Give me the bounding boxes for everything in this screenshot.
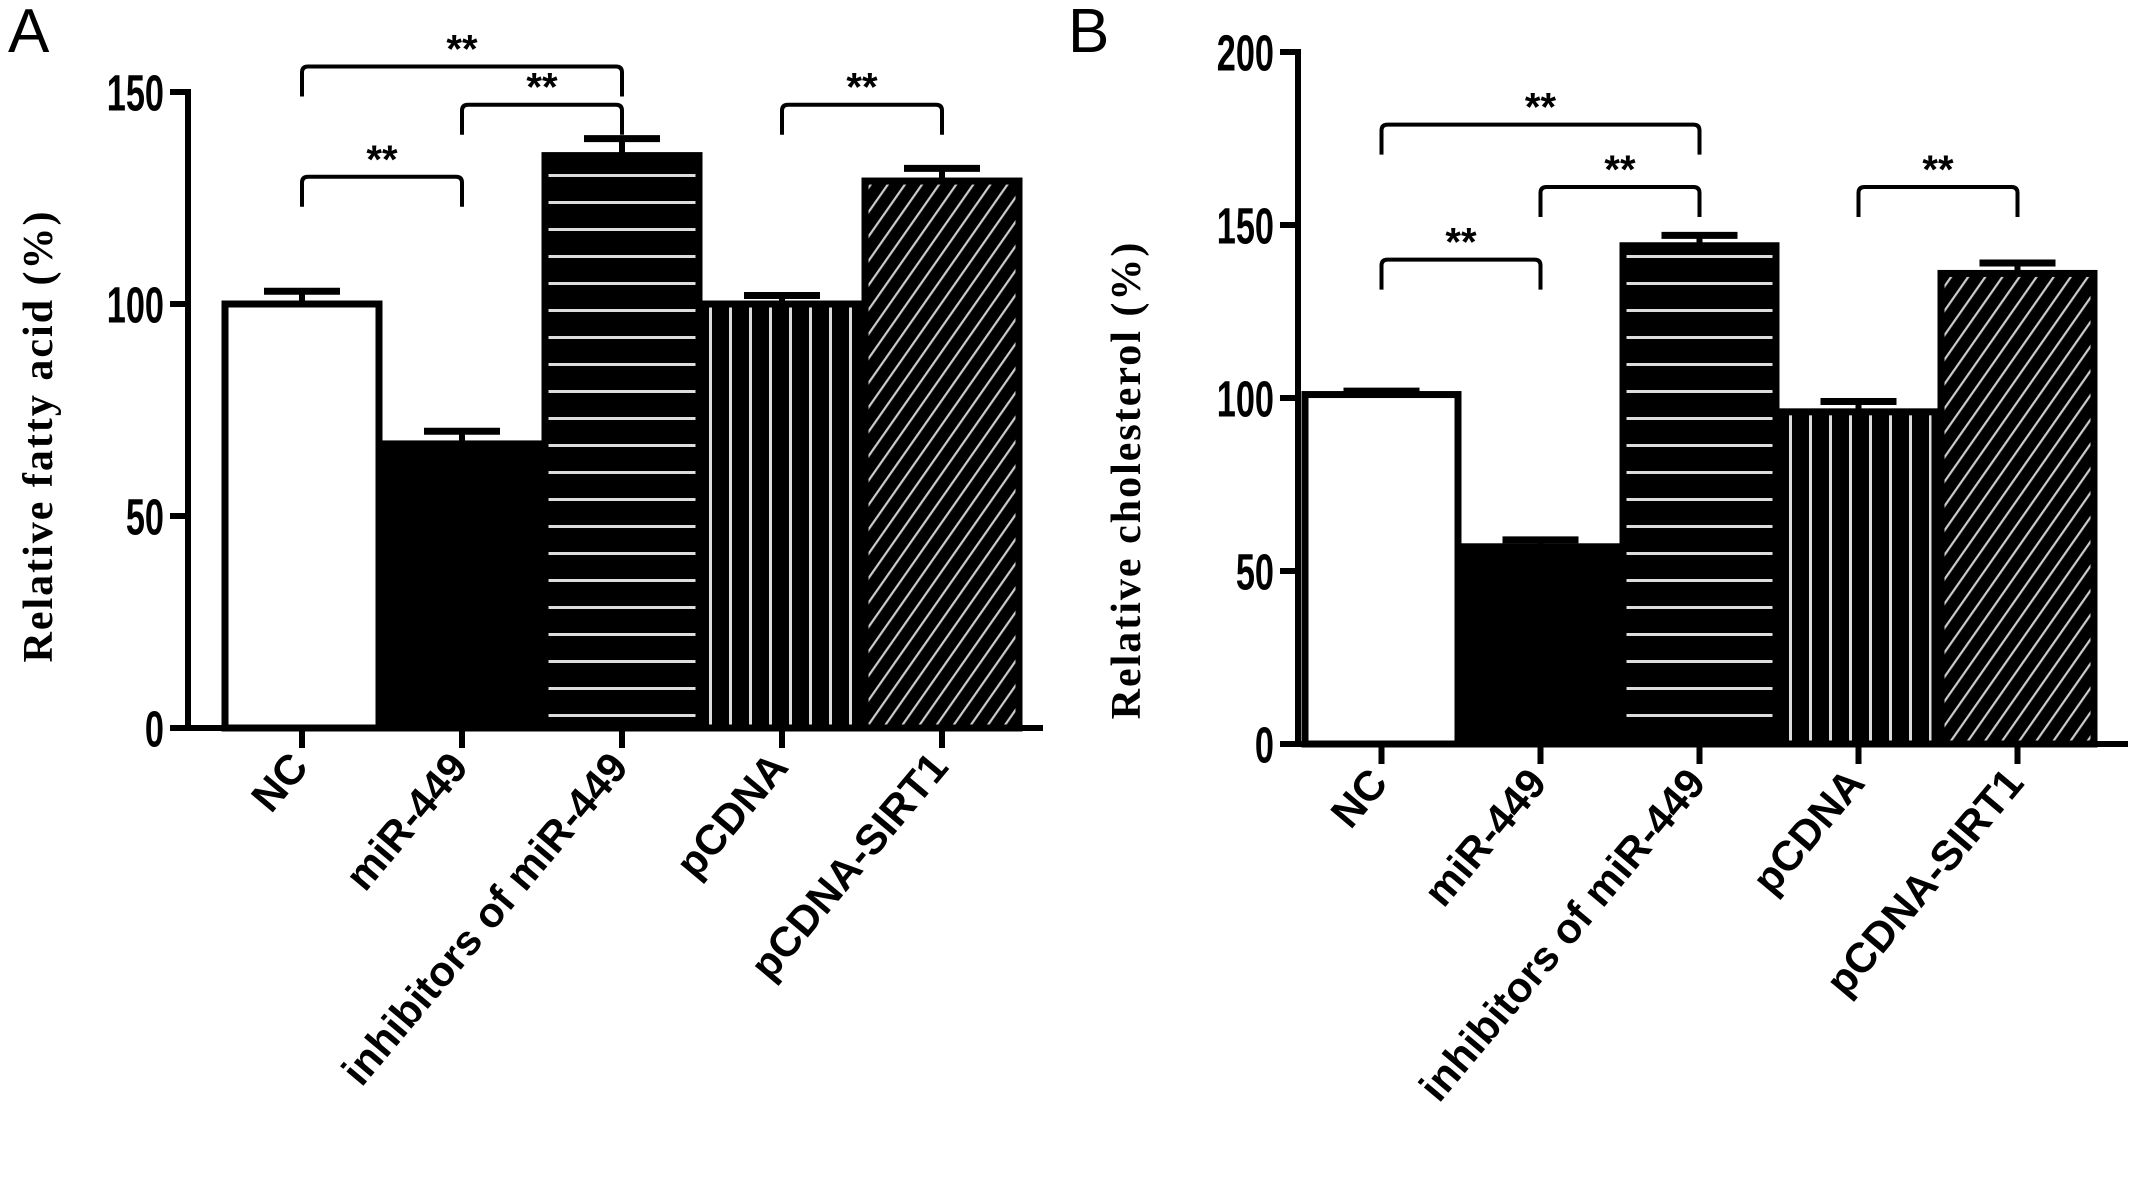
significance-bracket (1379, 257, 1543, 290)
bar (701, 300, 863, 732)
significance-bracket (300, 64, 624, 97)
x-tick-label: miR-449 (1414, 760, 1555, 915)
y-tick-label: 50 (126, 490, 164, 546)
y-tick-label: 100 (107, 278, 164, 334)
y-tick-label: 200 (1217, 26, 1274, 82)
bar (1301, 391, 1462, 748)
x-tick-label: pCDNA (666, 744, 796, 887)
y-axis-label: Relative cholesterol (%) (1104, 241, 1150, 720)
bar (541, 152, 703, 732)
significance-bracket (1856, 184, 2020, 217)
significance-bracket (300, 174, 464, 207)
x-tick-label: pCDNA (1743, 760, 1873, 903)
significance-label: ** (1445, 221, 1477, 265)
panel-label: A (8, 0, 50, 66)
significance-label: ** (446, 28, 478, 72)
x-tick-label: NC (242, 744, 317, 821)
bar (861, 177, 1023, 732)
panel-label: B (1068, 0, 1109, 66)
significance-label: ** (1604, 148, 1636, 192)
x-tick-label: inhibitors of miR-449 (332, 744, 636, 1094)
x-tick-label: inhibitors of miR-449 (1410, 760, 1714, 1110)
bar (1778, 408, 1939, 748)
significance-label: ** (1525, 86, 1557, 130)
x-tick-label: NC (1321, 760, 1396, 837)
bar (221, 300, 383, 732)
significance-bracket (780, 102, 944, 135)
significance-label: ** (846, 66, 878, 110)
significance-bracket (460, 102, 624, 135)
y-tick-label: 150 (107, 66, 164, 122)
y-tick-label: 150 (1217, 199, 1274, 255)
y-tick-label: 0 (1255, 718, 1274, 774)
significance-label: ** (366, 138, 398, 182)
significance-label: ** (526, 66, 558, 110)
y-tick-label: 100 (1217, 372, 1274, 428)
x-tick-label: miR-449 (336, 744, 477, 899)
significance-bracket (1379, 122, 1702, 155)
significance-bracket (1538, 184, 1702, 217)
bar (1619, 242, 1780, 748)
bar (381, 440, 543, 732)
y-tick-label: 0 (145, 702, 164, 758)
significance-label: ** (1922, 148, 1954, 192)
y-tick-label: 50 (1236, 545, 1274, 601)
bar (1937, 269, 2098, 748)
y-axis-label: Relative fatty acid (%) (16, 209, 62, 662)
bar (1460, 543, 1621, 748)
